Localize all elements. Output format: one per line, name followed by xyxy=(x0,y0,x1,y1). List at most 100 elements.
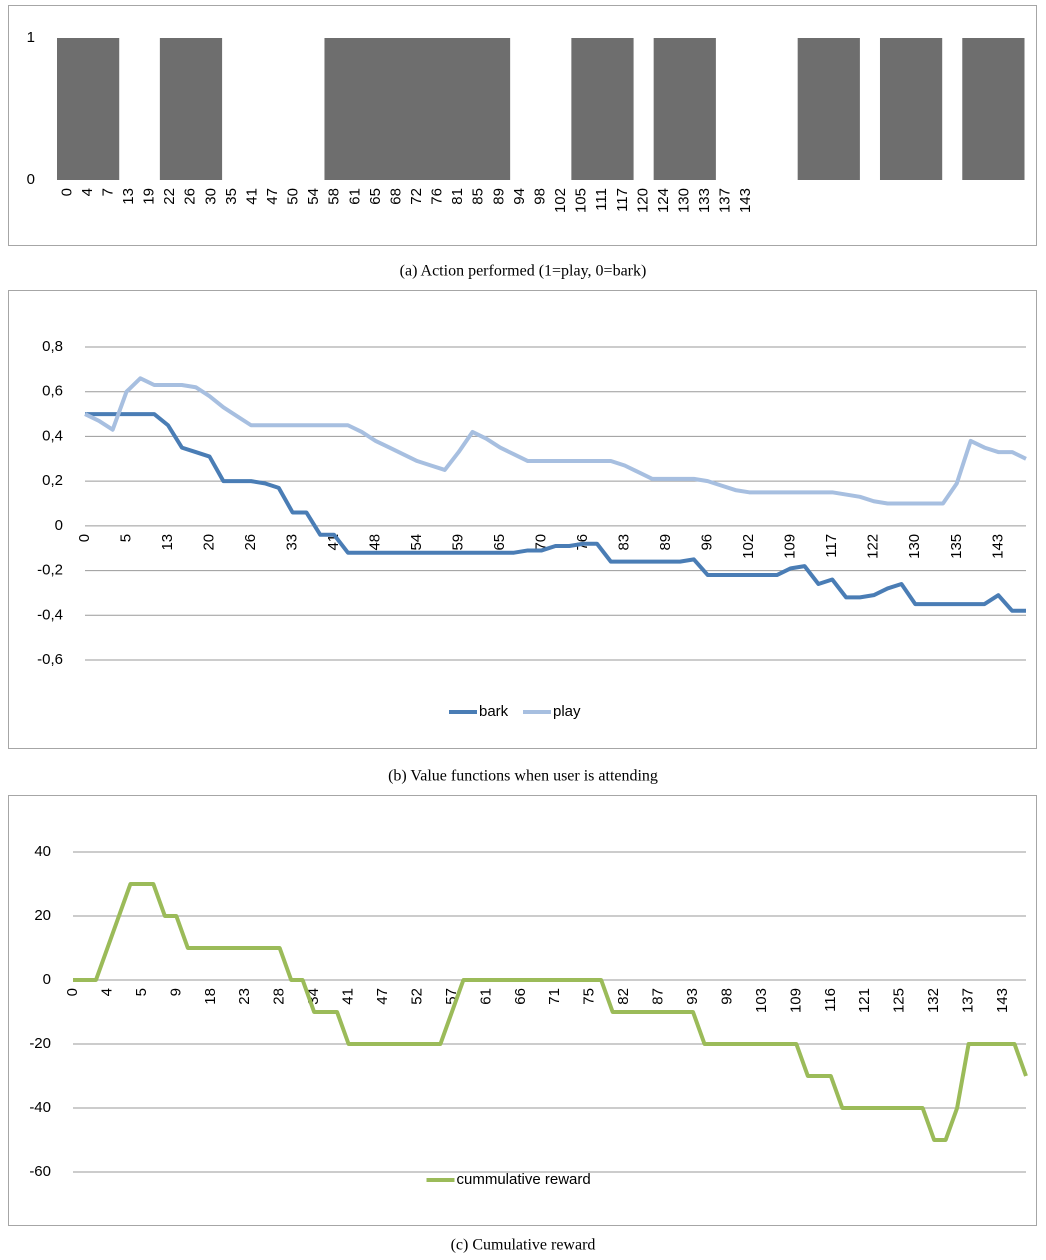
x-tick-label: 23 xyxy=(236,988,253,1005)
x-tick-label: 61 xyxy=(477,988,494,1005)
bar xyxy=(797,38,819,180)
x-tick-label: 130 xyxy=(906,534,923,559)
y-tick-label: 0,8 xyxy=(42,338,63,355)
x-tick-label: 5 xyxy=(117,534,134,542)
bar xyxy=(982,38,1004,180)
bar xyxy=(962,38,984,180)
y-tick-label: -40 xyxy=(29,1099,51,1116)
caption: (a) Action performed (1=play, 0=bark) xyxy=(400,263,647,280)
x-tick-label: 19 xyxy=(141,188,158,205)
x-tick-label: 4 xyxy=(79,188,96,196)
x-tick-label: 30 xyxy=(202,188,219,205)
x-tick-label: 0 xyxy=(58,188,75,196)
x-tick-label: 50 xyxy=(285,188,302,205)
x-tick-label: 124 xyxy=(655,188,672,213)
x-tick-label: 116 xyxy=(822,988,839,1012)
x-tick-label: 41 xyxy=(340,988,357,1005)
x-tick-label: 66 xyxy=(512,988,529,1005)
x-tick-label: 7 xyxy=(99,188,116,196)
x-tick-label: 102 xyxy=(552,188,569,213)
x-tick-label: 133 xyxy=(696,188,713,213)
x-tick-label: 103 xyxy=(753,988,770,1013)
x-tick-label: 13 xyxy=(120,188,137,205)
bar xyxy=(571,38,593,180)
x-tick-label: 33 xyxy=(284,534,301,551)
x-tick-label: 26 xyxy=(242,534,259,551)
x-tick-label: 4 xyxy=(98,988,115,996)
x-tick-label: 83 xyxy=(616,534,633,551)
legend-label: cummulative reward xyxy=(457,1171,591,1188)
y-tick-label: 0,4 xyxy=(42,427,63,444)
bar xyxy=(879,38,902,180)
bar xyxy=(406,38,428,180)
y-tick-label: -0,6 xyxy=(37,651,63,668)
x-tick-label: 105 xyxy=(573,188,590,213)
x-tick-label: 135 xyxy=(948,534,965,559)
series-line xyxy=(84,376,1027,506)
x-tick-label: 132 xyxy=(925,988,942,1013)
bar xyxy=(653,38,675,180)
caption: (c) Cumulative reward xyxy=(451,1237,596,1254)
x-tick-label: 81 xyxy=(449,188,466,205)
x-tick-label: 143 xyxy=(737,188,754,213)
x-tick-label: 26 xyxy=(182,188,199,205)
x-tick-label: 98 xyxy=(718,988,735,1005)
bar xyxy=(365,38,387,180)
y-tick-label: 0 xyxy=(27,171,35,188)
bar xyxy=(57,38,79,180)
x-tick-label: 137 xyxy=(960,988,977,1013)
x-tick-label: 59 xyxy=(450,534,467,551)
y-tick-label: -0,4 xyxy=(37,606,63,623)
x-tick-label: 102 xyxy=(740,534,757,559)
x-tick-label: 137 xyxy=(717,188,734,213)
bar xyxy=(900,38,922,180)
chart-frame xyxy=(8,795,1037,1226)
x-tick-label: 111 xyxy=(593,188,610,211)
x-tick-label: 65 xyxy=(367,188,384,205)
x-tick-label: 35 xyxy=(223,188,240,205)
y-tick-label: 0 xyxy=(55,517,63,534)
bar xyxy=(98,38,120,180)
bar xyxy=(180,38,202,180)
chart-frame xyxy=(8,290,1037,749)
x-tick-label: 122 xyxy=(865,534,882,559)
y-tick-label: -20 xyxy=(29,1035,51,1052)
x-tick-label: 47 xyxy=(264,188,281,205)
x-tick-label: 52 xyxy=(408,988,425,1005)
bar xyxy=(838,38,860,180)
x-tick-label: 5 xyxy=(133,988,150,996)
x-tick-label: 109 xyxy=(782,534,799,559)
x-tick-label: 0 xyxy=(64,988,81,996)
bar xyxy=(427,38,449,180)
y-tick-label: -0,2 xyxy=(37,562,63,579)
x-tick-label: 20 xyxy=(201,534,218,551)
x-tick-label: 143 xyxy=(994,988,1011,1013)
y-tick-label: 0,2 xyxy=(42,472,63,489)
bar xyxy=(201,38,223,180)
legend-label: play xyxy=(553,703,581,720)
bar xyxy=(674,38,696,180)
bar xyxy=(1003,38,1025,180)
x-tick-label: 109 xyxy=(787,988,804,1013)
x-tick-label: 121 xyxy=(856,988,873,1013)
bar xyxy=(921,38,943,180)
chart-frame xyxy=(8,5,1037,246)
x-tick-label: 143 xyxy=(989,534,1006,559)
bar xyxy=(447,38,469,180)
x-tick-label: 98 xyxy=(531,188,548,205)
x-tick-label: 94 xyxy=(511,188,528,205)
x-tick-label: 89 xyxy=(490,188,507,205)
x-tick-label: 76 xyxy=(429,188,446,205)
x-tick-label: 72 xyxy=(408,188,425,205)
x-tick-label: 125 xyxy=(891,988,908,1013)
x-tick-label: 54 xyxy=(408,534,425,551)
bar xyxy=(818,38,840,180)
x-tick-label: 13 xyxy=(159,534,176,551)
bar xyxy=(591,38,614,180)
x-tick-label: 41 xyxy=(243,188,260,205)
x-tick-label: 93 xyxy=(684,988,701,1005)
series-line xyxy=(85,412,1026,613)
x-tick-label: 96 xyxy=(699,534,716,551)
